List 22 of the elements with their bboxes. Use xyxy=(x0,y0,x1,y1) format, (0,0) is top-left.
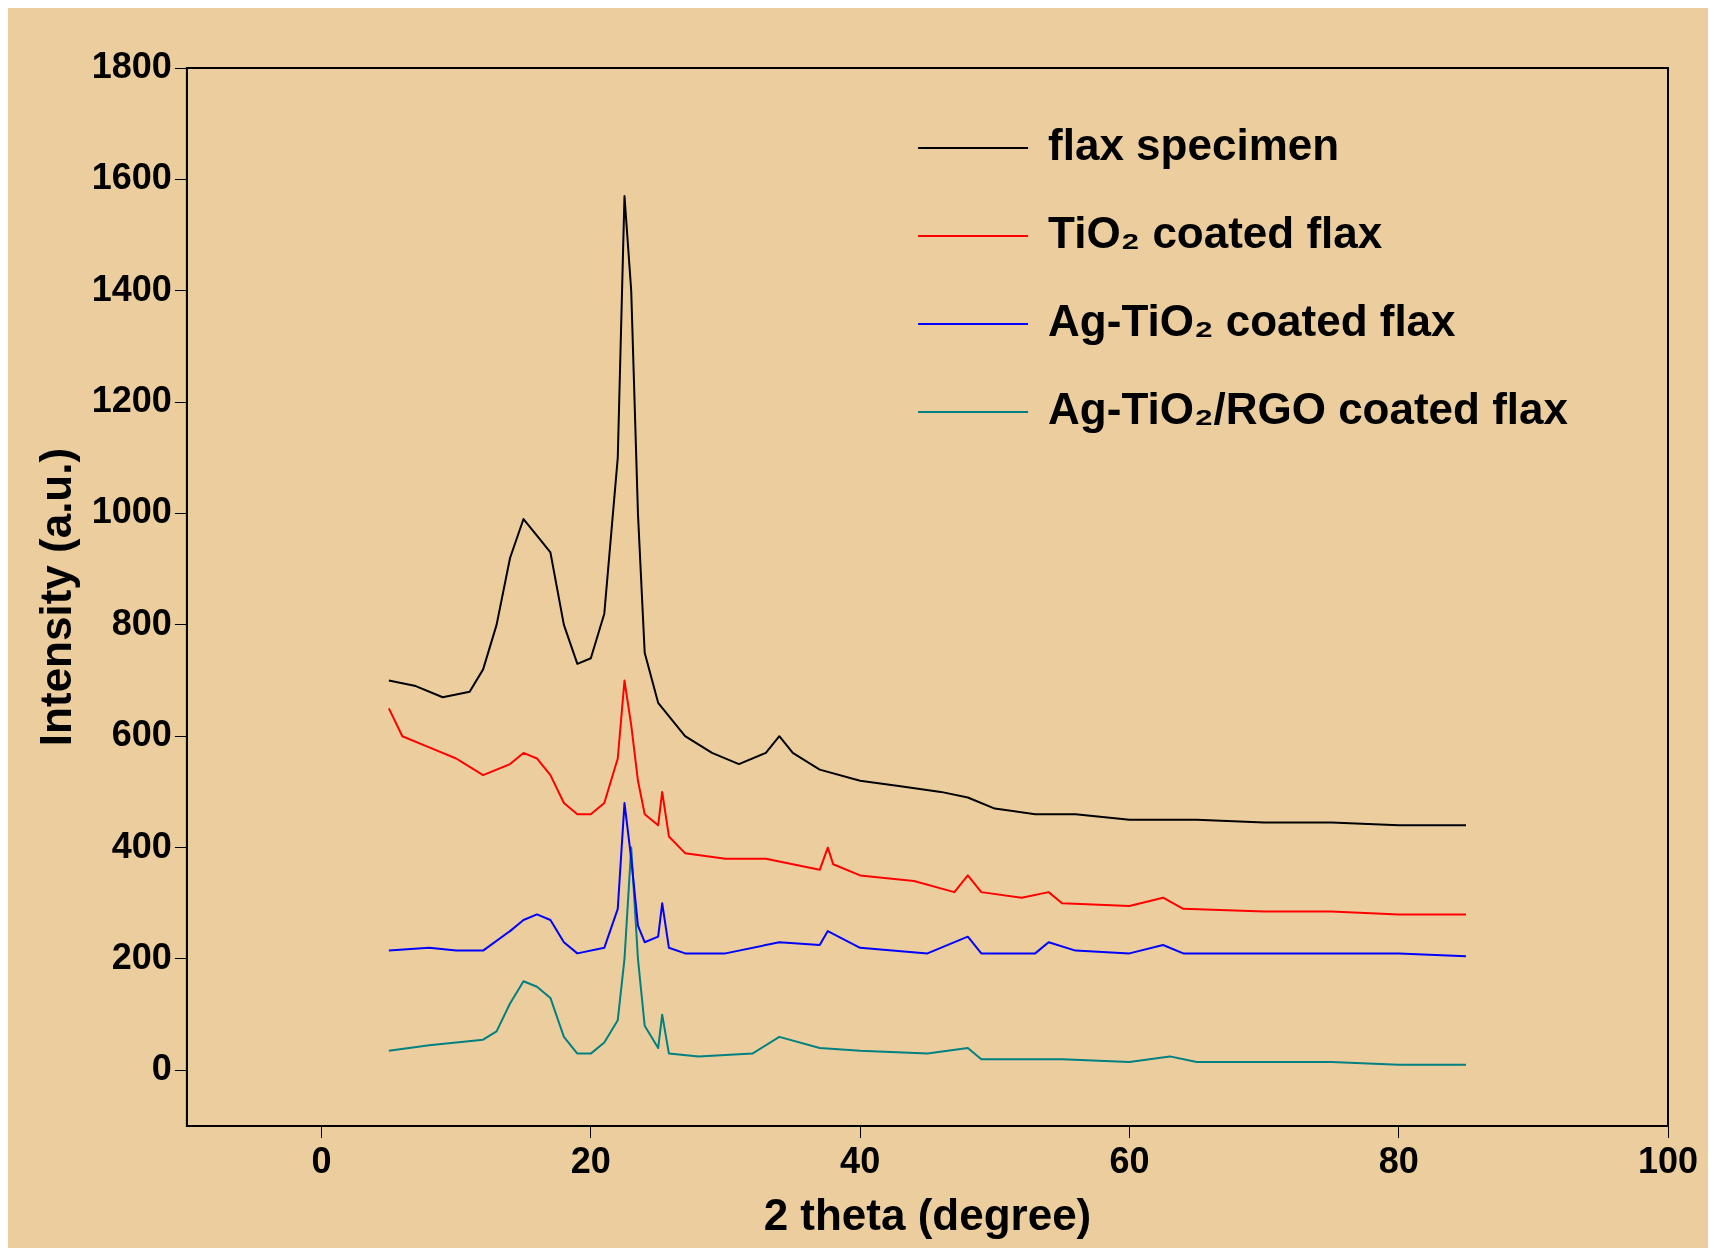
legend-label: TiO₂ coated flax xyxy=(1048,208,1383,258)
legend-label: Ag-TiO₂ coated flax xyxy=(1048,296,1457,346)
y-tick-label: 1200 xyxy=(91,379,172,421)
y-tick-label: 1000 xyxy=(91,490,172,532)
y-tick-label: 400 xyxy=(111,824,172,866)
y-axis-title: Intensity (a.u.) xyxy=(30,447,80,747)
x-tick-label: 40 xyxy=(840,1139,881,1181)
y-tick-label: 200 xyxy=(111,935,172,977)
y-tick-label: 600 xyxy=(111,713,172,755)
x-axis-title: 2 theta (degree) xyxy=(763,1189,1092,1239)
legend-label: Ag-TiO₂/RGO coated flax xyxy=(1048,384,1569,434)
y-tick-label: 800 xyxy=(111,601,172,643)
x-tick-label: 0 xyxy=(311,1139,332,1181)
y-tick-label: 1400 xyxy=(91,267,172,309)
y-tick-label: 1600 xyxy=(91,156,172,198)
y-tick-label: 1800 xyxy=(91,44,172,86)
x-tick-label: 60 xyxy=(1109,1139,1150,1181)
x-tick-label: 80 xyxy=(1378,1139,1419,1181)
x-tick-label: 100 xyxy=(1637,1139,1699,1181)
y-tick-label: 0 xyxy=(151,1047,172,1089)
x-tick-label: 20 xyxy=(570,1139,611,1181)
legend-label: flax specimen xyxy=(1048,120,1340,170)
